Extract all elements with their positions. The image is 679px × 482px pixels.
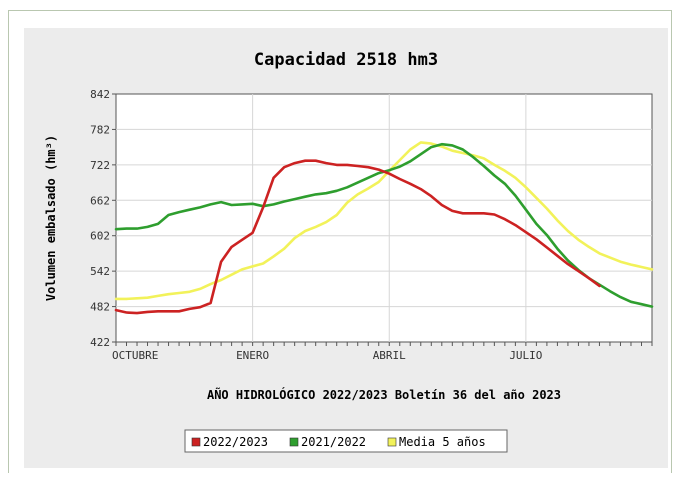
x-tick-label: ENERO bbox=[236, 349, 269, 362]
y-tick-label: 602 bbox=[90, 230, 110, 243]
x-tick-label: JULIO bbox=[509, 349, 542, 362]
legend-swatch-media-5-anos bbox=[387, 437, 397, 447]
legend-label-2022-2023: 2022/2023 bbox=[203, 435, 268, 449]
y-tick-label: 422 bbox=[90, 336, 110, 349]
y-tick-label: 482 bbox=[90, 301, 110, 314]
x-tick-labels: OCTUBRE ENERO ABRIL JULIO bbox=[112, 349, 542, 362]
y-tick-labels: 842 782 722 662 602 542 482 422 bbox=[90, 88, 110, 349]
series-line-2 bbox=[114, 141, 654, 301]
legend: 2022/2023 2021/2022 Media 5 años bbox=[184, 429, 508, 453]
x-tick-label: ABRIL bbox=[373, 349, 406, 362]
legend-swatch-2021-2022 bbox=[289, 437, 299, 447]
chart-panel: Capacidad 2518 hm3 842 782 722 662 602 542 482… bbox=[24, 28, 668, 468]
legend-label-media-5-anos: Media 5 años bbox=[399, 435, 486, 449]
legend-box bbox=[184, 429, 508, 453]
y-tick-label: 722 bbox=[90, 159, 110, 172]
series-line-0 bbox=[114, 159, 601, 315]
grid-lines bbox=[112, 93, 653, 346]
legend-swatch-2022-2023 bbox=[191, 437, 201, 447]
y-tick-label: 662 bbox=[90, 194, 110, 207]
x-tick-label: OCTUBRE bbox=[112, 349, 158, 362]
plot-area bbox=[115, 93, 653, 343]
legend-label-2021-2022: 2021/2022 bbox=[301, 435, 366, 449]
y-tick-label: 782 bbox=[90, 123, 110, 136]
y-tick-label: 542 bbox=[90, 265, 110, 278]
outer-frame bbox=[8, 10, 672, 473]
chart-svg: Capacidad 2518 hm3 842 782 722 662 602 542 482… bbox=[44, 50, 654, 453]
y-axis-label: Volumen embalsado (hm³) bbox=[44, 135, 58, 301]
series-lines bbox=[114, 141, 654, 315]
chart-title: Capacidad 2518 hm3 bbox=[254, 50, 438, 70]
y-tick-label: 842 bbox=[90, 88, 110, 101]
x-axis-label: AÑO HIDROLÓGICO 2022/2023 Boletín 36 del… bbox=[207, 387, 561, 402]
